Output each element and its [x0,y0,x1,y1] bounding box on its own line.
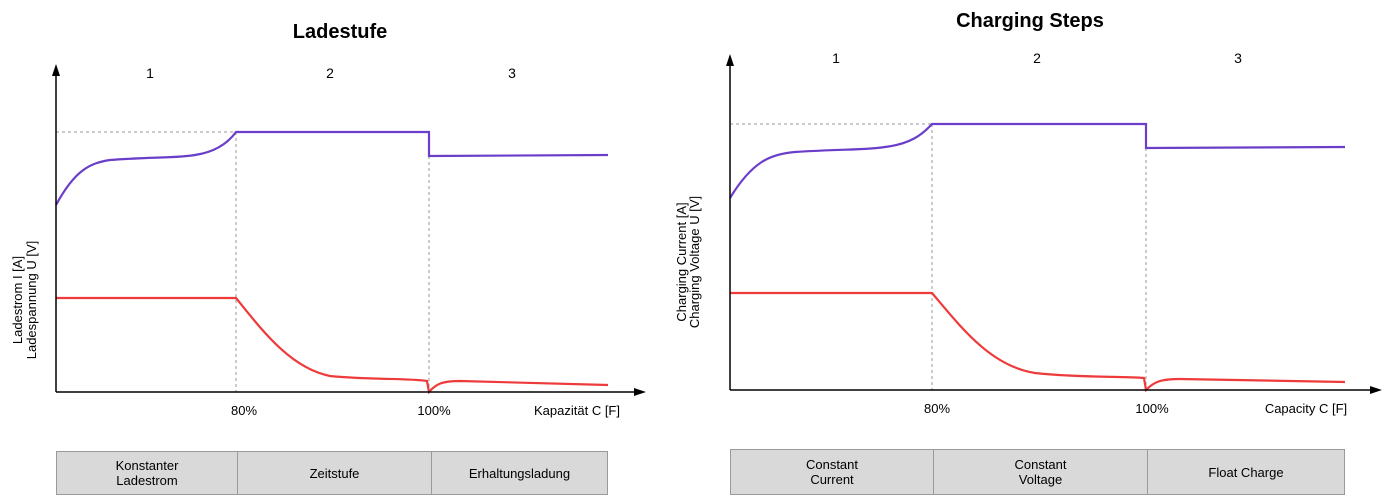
current-curve [56,296,609,395]
x-axis-arrow-icon [634,388,646,396]
diagram-german: Ladestufe 1 2 3 80% 100% Kapazität C [F]… [0,0,660,495]
chart-german: Ladestufe 1 2 3 80% 100% Kapazität C [F]… [10,21,646,418]
phase-cell-constant-voltage: Zeitstufe [238,452,432,494]
x-tick-80: 80% [924,401,950,416]
phase-cell-float-charge: Float Charge [1148,450,1344,494]
chart-english: Charging Steps 1 2 3 80% 100% Capacity C… [674,10,1382,416]
diagram-english: Charging Steps 1 2 3 80% 100% Capacity C… [670,0,1392,495]
y-axis-label-line1: Charging Current [A] [674,202,689,321]
phase-table-english: Constant Current Constant Voltage Float … [730,449,1345,495]
step-label-1: 1 [146,65,154,81]
phase-cell-constant-current: Constant Current [731,450,934,494]
voltage-curve [55,130,609,206]
y-axis-label-line1: Ladestrom I [A] [10,256,25,344]
phase-cell-float-charge: Erhaltungsladung [432,452,607,494]
chart-title: Charging Steps [956,10,1104,32]
step-label-3: 3 [508,65,516,81]
phase-cell-constant-current: Konstanter Ladestrom [57,452,238,494]
x-tick-80: 80% [231,403,257,418]
x-tick-100: 100% [417,403,451,418]
y-axis-arrow-icon [726,54,734,66]
phase-table-german: Konstanter Ladestrom Zeitstufe Erhaltung… [56,451,608,495]
x-axis-arrow-icon [1370,386,1382,394]
y-axis-label-line2: Charging Voltage U [V] [687,196,702,328]
step-label-2: 2 [1033,50,1041,66]
step-label-2: 2 [326,65,334,81]
step-label-1: 1 [832,50,840,66]
x-axis-label: Capacity C [F] [1265,401,1347,416]
chart-title: Ladestufe [293,21,387,43]
y-axis-label: Ladestrom I [A] Ladespannung U [V] [10,241,39,360]
current-curve [730,291,1346,393]
y-axis-arrow-icon [52,64,60,76]
x-tick-100: 100% [1135,401,1169,416]
step-label-3: 3 [1234,50,1242,66]
y-axis-label-line2: Ladespannung U [V] [24,241,39,360]
x-axis-label: Kapazität C [F] [534,403,620,418]
phase-cell-constant-voltage: Constant Voltage [934,450,1148,494]
y-axis-label: Charging Current [A] Charging Voltage U … [674,196,702,328]
voltage-curve [729,122,1346,199]
